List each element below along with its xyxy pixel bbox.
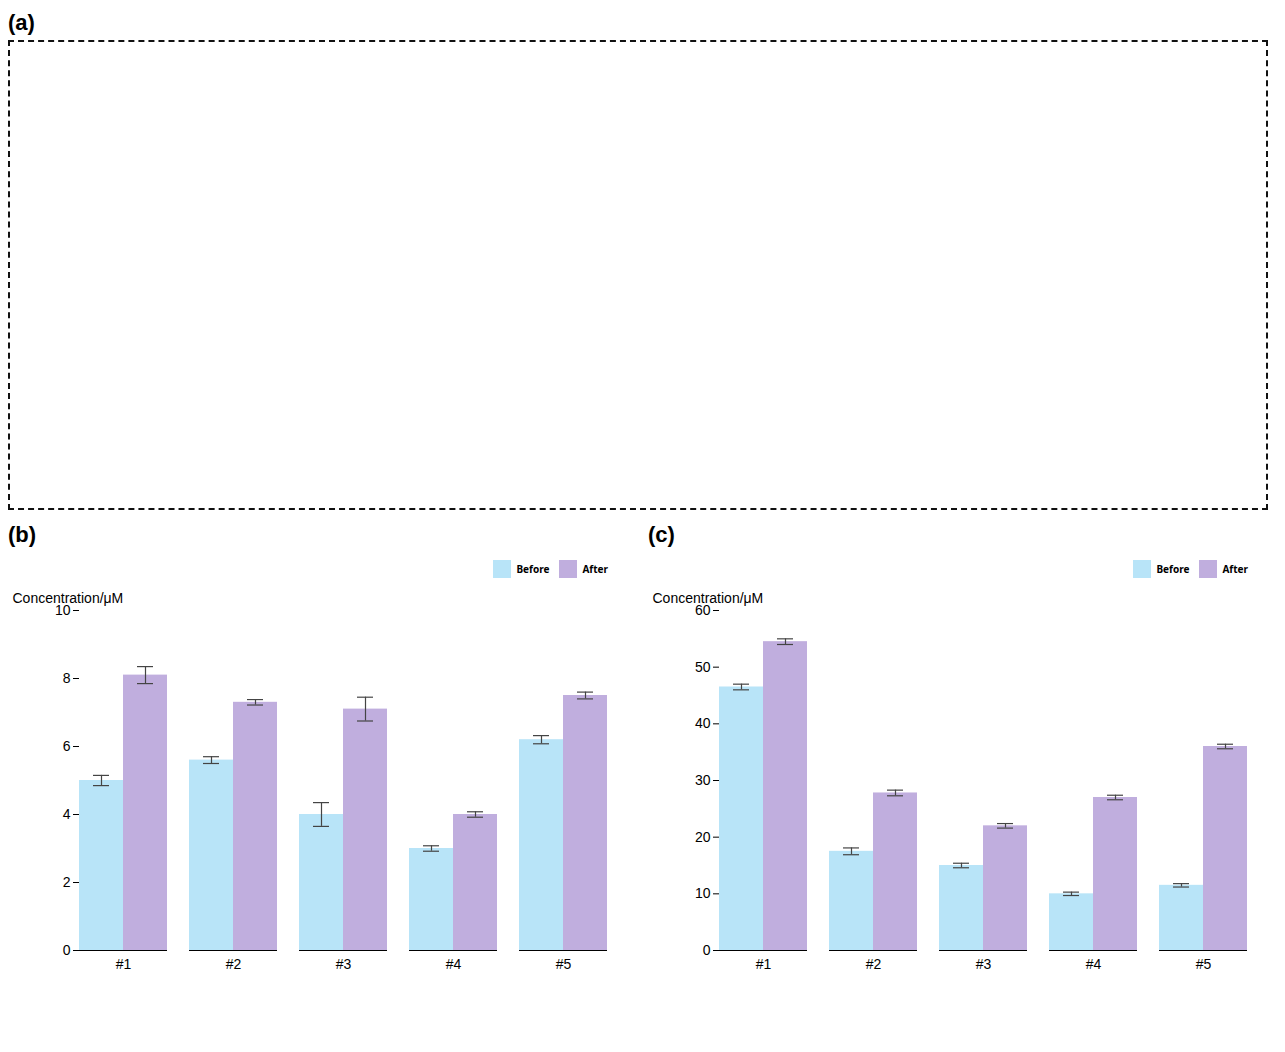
svg-text:#4: #4 — [1086, 956, 1102, 972]
svg-text:Concentration/μM: Concentration/μM — [13, 590, 124, 606]
html-text:Before: Before — [1156, 561, 1190, 576]
svg-text:4: 4 — [63, 806, 71, 822]
svg-text:40: 40 — [695, 715, 711, 731]
svg-text:10: 10 — [54, 602, 71, 618]
html-text:Before: Before — [516, 561, 550, 576]
svg-text:20: 20 — [695, 829, 711, 845]
svg-text:8: 8 — [63, 670, 71, 686]
svg-text:#5: #5 — [1196, 956, 1212, 972]
svg-text:#1: #1 — [116, 956, 132, 972]
svg-text:#4: #4 — [446, 956, 462, 972]
html-text:After: After — [582, 561, 608, 576]
svg-text:6: 6 — [63, 738, 71, 754]
svg-text:#2: #2 — [226, 956, 242, 972]
svg-text:#5: #5 — [556, 956, 572, 972]
html-text:(b): (b) — [8, 522, 37, 547]
svg-text:#1: #1 — [756, 956, 772, 972]
svg-text:#3: #3 — [976, 956, 992, 972]
svg-text:2: 2 — [63, 874, 71, 890]
svg-text:0: 0 — [63, 942, 71, 958]
svg-text:50: 50 — [695, 659, 711, 675]
html-text:(c): (c) — [648, 522, 675, 547]
svg-text:0: 0 — [703, 942, 711, 958]
svg-text:10: 10 — [695, 885, 711, 901]
svg-text:#3: #3 — [336, 956, 352, 972]
svg-text:#2: #2 — [866, 956, 882, 972]
html-text:After: After — [1222, 561, 1248, 576]
svg-text:60: 60 — [694, 602, 711, 618]
svg-text:30: 30 — [695, 772, 711, 788]
svg-text:Concentration/μM: Concentration/μM — [653, 590, 764, 606]
html-text:(a): (a) — [8, 10, 35, 35]
